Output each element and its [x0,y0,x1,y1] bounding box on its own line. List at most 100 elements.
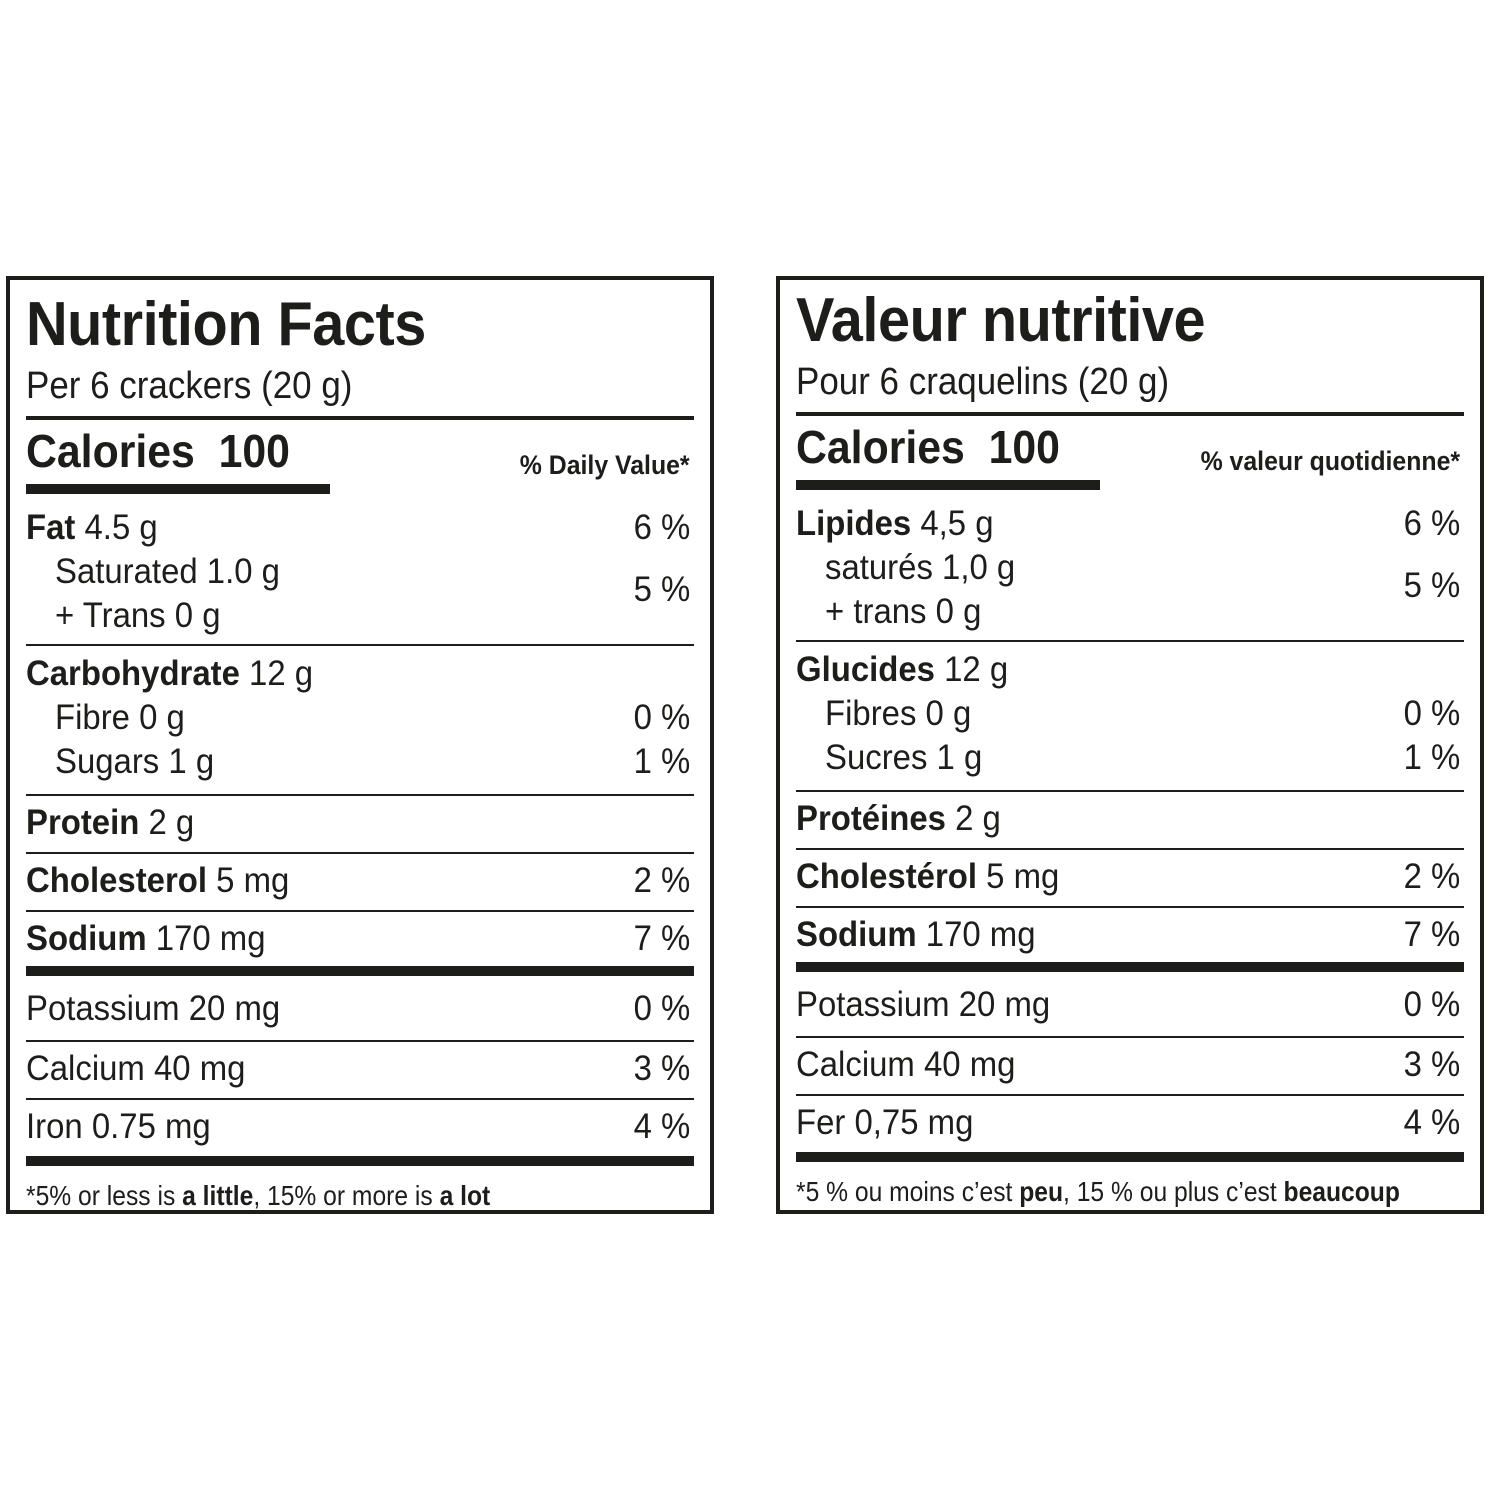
nutrient-amount: 2 g [955,799,1001,838]
daily-value: 4 % [1403,1103,1460,1142]
cholesterol-row: Cholesterol 5 mg 2 % [26,854,694,908]
daily-value: 2 % [633,861,690,900]
divider [796,848,1464,850]
potassium-group: Potassium 20 mg 0 % [796,972,1464,1036]
calcium-row: Calcium 40 mg 3 % [26,1042,694,1096]
saturated-row: saturés 1,0 g [825,548,1016,587]
cholesterol-row: Cholestérol 5 mg 2 % [796,850,1464,904]
carbohydrate-row: Carbohydrate 12 g [26,652,694,696]
panel-title: Nutrition Facts [26,290,426,359]
thick-divider [796,962,1464,972]
cholesterol-group: Cholesterol 5 mg 2 % [26,854,694,910]
divider [796,1036,1464,1038]
panel-title: Valeur nutritive [796,286,1206,355]
divider [26,1098,694,1100]
fibre-row: Fibre 0 g 0 % [26,696,694,740]
carbohydrate-group: Carbohydrate 12 g Fibre 0 g 0 % Sugars 1… [26,646,694,794]
nutrient-amount: 170 mg [155,919,266,958]
nutrient-amount: 170 mg [925,915,1036,954]
fat-row: Lipides 4,5 g 6 % [796,502,1464,546]
calories: Calories 100 [26,426,290,476]
saturated-trans-daily-value: 5 % [1403,566,1460,605]
calories-row: Calories 100 % valeur quotidienne* [796,416,1464,494]
fibre-row: Fibres 0 g 0 % [796,692,1464,736]
nutrient-name: Fat [26,508,76,547]
nutrient-name: Sodium [26,919,147,958]
carbohydrate-row: Glucides 12 g [796,648,1464,692]
divider [796,906,1464,908]
carbohydrate-group: Glucides 12 g Fibres 0 g 0 % Sucres 1 g … [796,642,1464,790]
calories-value: 100 [218,425,290,477]
nutrient-name: Cholesterol [26,861,207,900]
nutrient-amount: 4.5 g [84,508,158,547]
divider [26,644,694,646]
sugars-row: Sugars 1 g 1 % [26,740,694,784]
divider [26,794,694,796]
daily-value: 2 % [1403,857,1460,896]
divider [26,1040,694,1042]
calories-label: Calories [26,425,195,477]
calories-label: Calories [796,421,965,473]
thick-divider [796,1152,1464,1162]
cholesterol-group: Cholestérol 5 mg 2 % [796,850,1464,906]
calories-row: Calories 100 % Daily Value* [26,420,694,498]
daily-value: 3 % [1403,1045,1460,1084]
daily-value-header: % valeur quotidienne* [1200,446,1460,476]
daily-value: 7 % [1403,915,1460,954]
divider [796,412,1464,416]
thick-divider [26,966,694,976]
iron-row: Iron 0.75 mg 4 % [26,1100,694,1154]
saturated-row: Saturated 1.0 g [55,552,280,591]
footnote: *5 % ou moins c’est peu, 15 % ou plus c’… [796,1176,1400,1207]
fat-group: Fat 4.5 g 6 % Saturated 1.0 g + Trans 0 … [26,498,694,644]
divider [26,416,694,420]
sodium-group: Sodium 170 mg 7 % [26,912,694,966]
daily-value: 1 % [633,742,690,781]
footnote: *5% or less is a little, 15% or more is … [26,1180,491,1211]
serving-size: Pour 6 craquelins (20 g) [796,361,1170,403]
calories-underline [796,480,1100,490]
nutrient-name: Carbohydrate [26,654,240,693]
daily-value: 1 % [1403,738,1460,777]
divider [26,852,694,854]
daily-value: 6 % [633,508,690,547]
protein-row: Protein 2 g [26,796,694,850]
nutrient-amount: 5 mg [986,857,1060,896]
calcium-group: Calcium 40 mg 3 % [796,1038,1464,1094]
nutrient-amount: 2 g [148,803,195,842]
sodium-row: Sodium 170 mg 7 % [796,908,1464,962]
daily-value: 0 % [1403,985,1460,1024]
saturated-trans-daily-value: 5 % [633,570,690,609]
nutrient-name: Cholestérol [796,857,977,896]
daily-value: 0 % [1403,694,1460,733]
protein-group: Protein 2 g [26,796,694,852]
iron-row: Fer 0,75 mg 4 % [796,1096,1464,1150]
calcium-row: Calcium 40 mg 3 % [796,1038,1464,1092]
sugars-row: Sucres 1 g 1 % [796,736,1464,780]
nutrient-name: Lipides [796,504,912,543]
fat-group: Lipides 4,5 g 6 % saturés 1,0 g + trans … [796,494,1464,640]
daily-value: 0 % [633,989,690,1028]
daily-value: 0 % [633,698,690,737]
nutrient-name: Protein [26,803,140,842]
potassium-row: Potassium 20 mg 0 % [26,982,694,1036]
nutrition-facts-panel-english: Nutrition Facts Per 6 crackers (20 g) Ca… [6,276,714,1214]
protein-group: Protéines 2 g [796,792,1464,848]
nutrition-facts-panel-french: Valeur nutritive Pour 6 craquelins (20 g… [776,276,1484,1214]
nutrient-amount: 4,5 g [920,504,994,543]
nutrient-name: Glucides [796,650,935,689]
daily-value: 6 % [1403,504,1460,543]
iron-group: Iron 0.75 mg 4 % [26,1100,694,1156]
nutrient-name: Sodium [796,915,917,954]
nutrient-amount: 12 g [249,654,314,693]
potassium-row: Potassium 20 mg 0 % [796,978,1464,1032]
sodium-row: Sodium 170 mg 7 % [26,912,694,966]
nutrient-name: Protéines [796,799,946,838]
calcium-group: Calcium 40 mg 3 % [26,1042,694,1098]
calories: Calories 100 [796,422,1060,472]
thick-divider [26,1156,694,1166]
divider [26,910,694,912]
calories-value: 100 [988,421,1060,473]
divider [796,640,1464,642]
potassium-group: Potassium 20 mg 0 % [26,976,694,1040]
